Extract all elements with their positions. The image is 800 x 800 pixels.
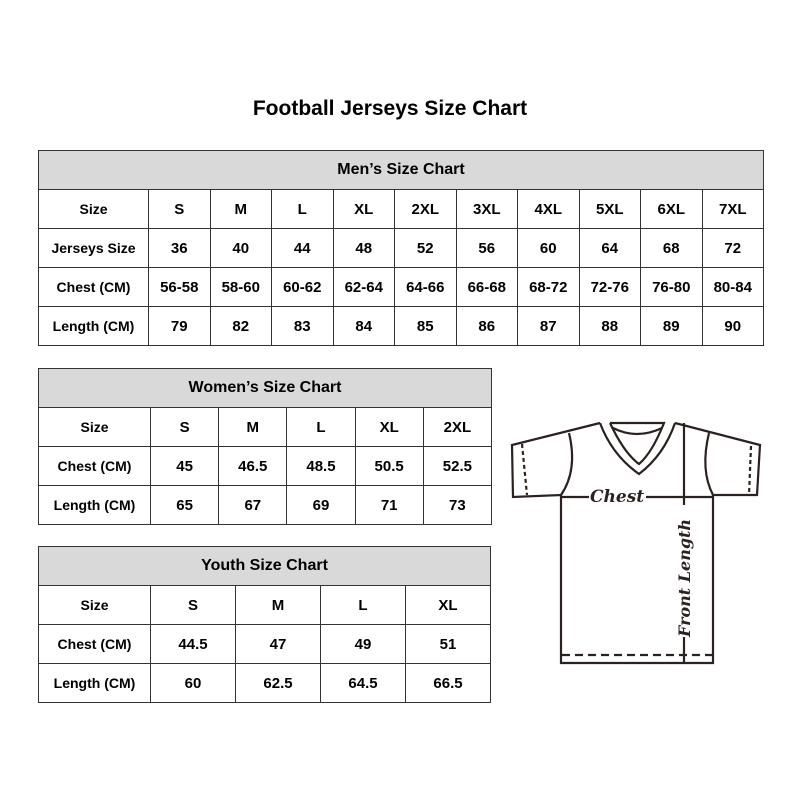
table-cell: 71	[354, 485, 424, 525]
table-cell: 69	[286, 485, 356, 525]
youth-table-heading: Youth Size Chart	[38, 546, 491, 586]
table-cell: 65	[149, 485, 220, 525]
table-cell: XL	[332, 189, 395, 229]
table-row: Chest (CM) 44.5 47 49 51	[38, 624, 491, 664]
table-cell: 79	[148, 306, 211, 346]
table-cell: 72-76	[578, 267, 641, 307]
front-length-label: Front Length	[675, 519, 694, 638]
table-cell: 60	[150, 663, 236, 703]
table-cell: 62.5	[235, 663, 321, 703]
table-cell: 6XL	[640, 189, 703, 229]
table-cell: 90	[701, 306, 764, 346]
table-cell: 73	[422, 485, 493, 525]
row-label: Size	[38, 407, 151, 447]
table-cell: L	[271, 189, 334, 229]
table-cell: 51	[405, 624, 491, 664]
table-cell: 52.5	[422, 446, 493, 486]
table-cell: 60	[517, 228, 580, 268]
table-cell: 85	[394, 306, 457, 346]
row-label: Length (CM)	[38, 306, 149, 346]
mens-size-table: Men’s Size Chart Size S M L XL 2XL 3XL 4XL 5XL 6XL…	[38, 150, 764, 346]
collar-back	[612, 427, 663, 436]
table-cell: L	[320, 585, 406, 625]
table-cell: 7XL	[701, 189, 764, 229]
table-cell: 80-84	[701, 267, 764, 307]
table-row: Size S M L XL 2XL 3XL 4XL 5XL 6XL 7XL	[38, 189, 764, 229]
table-row: Length (CM) 60 62.5 64.5 66.5	[38, 663, 491, 703]
row-label: Size	[38, 189, 149, 229]
row-label: Length (CM)	[38, 485, 151, 525]
table-cell: 68-72	[517, 267, 580, 307]
women-table-heading: Women’s Size Chart	[38, 368, 492, 408]
page-title: Football Jerseys Size Chart	[252, 97, 528, 120]
table-row: Length (CM) 79 82 83 84 85 86 87 88 89 90	[38, 306, 764, 346]
table-cell: L	[286, 407, 356, 447]
chest-label: Chest	[590, 487, 644, 507]
table-cell: 82	[209, 306, 272, 346]
right-cuff-stitch	[747, 445, 753, 496]
table-row: Size S M L XL	[38, 585, 491, 625]
collar-outer	[598, 422, 677, 476]
row-label: Jerseys Size	[38, 228, 149, 268]
table-cell: M	[218, 407, 288, 447]
collar-inner	[609, 421, 666, 466]
table-cell: 68	[640, 228, 703, 268]
table-cell: 36	[148, 228, 211, 268]
table-cell: 87	[517, 306, 580, 346]
table-cell: S	[150, 585, 236, 625]
table-cell: 67	[218, 485, 288, 525]
womens-size-table: Women’s Size Chart Size S M L XL 2XL Chest (CM)…	[38, 368, 493, 525]
men-table-heading: Men’s Size Chart	[38, 150, 764, 190]
table-cell: 50.5	[354, 446, 424, 486]
table-cell: 66-68	[455, 267, 518, 307]
table-cell: 76-80	[640, 267, 703, 307]
right-sleeve-seam	[704, 432, 714, 496]
table-cell: 64.5	[320, 663, 406, 703]
youth-size-table: Youth Size Chart Size S M L XL Chest (CM) 44.5 4…	[38, 546, 491, 703]
table-cell: 40	[209, 228, 272, 268]
row-label: Chest (CM)	[38, 624, 151, 664]
table-cell: 60-62	[271, 267, 334, 307]
table-row: Chest (CM) 45 46.5 48.5 50.5 52.5	[38, 446, 493, 486]
table-cell: 84	[332, 306, 395, 346]
table-cell: 47	[235, 624, 321, 664]
table-cell: 88	[578, 306, 641, 346]
table-cell: S	[149, 407, 220, 447]
table-cell: 44.5	[150, 624, 236, 664]
table-cell: 48	[332, 228, 395, 268]
table-cell: XL	[354, 407, 424, 447]
row-label: Size	[38, 585, 151, 625]
row-label: Chest (CM)	[38, 446, 151, 486]
table-cell: 44	[271, 228, 334, 268]
table-row: Jerseys Size 36 40 44 48 52 56 60 64 68 72	[38, 228, 764, 268]
table-cell: 66.5	[405, 663, 491, 703]
left-cuff-stitch	[520, 443, 529, 496]
table-cell: 49	[320, 624, 406, 664]
table-row: Length (CM) 65 67 69 71 73	[38, 485, 493, 525]
table-cell: 48.5	[286, 446, 356, 486]
jersey-outline	[510, 421, 762, 665]
table-cell: M	[235, 585, 321, 625]
table-cell: 5XL	[578, 189, 641, 229]
table-row: Size S M L XL 2XL	[38, 407, 493, 447]
table-cell: 56-58	[148, 267, 211, 307]
left-sleeve-seam	[560, 432, 574, 496]
table-cell: 86	[455, 306, 518, 346]
table-cell: 62-64	[332, 267, 395, 307]
table-cell: 2XL	[422, 407, 493, 447]
table-cell: 45	[149, 446, 220, 486]
